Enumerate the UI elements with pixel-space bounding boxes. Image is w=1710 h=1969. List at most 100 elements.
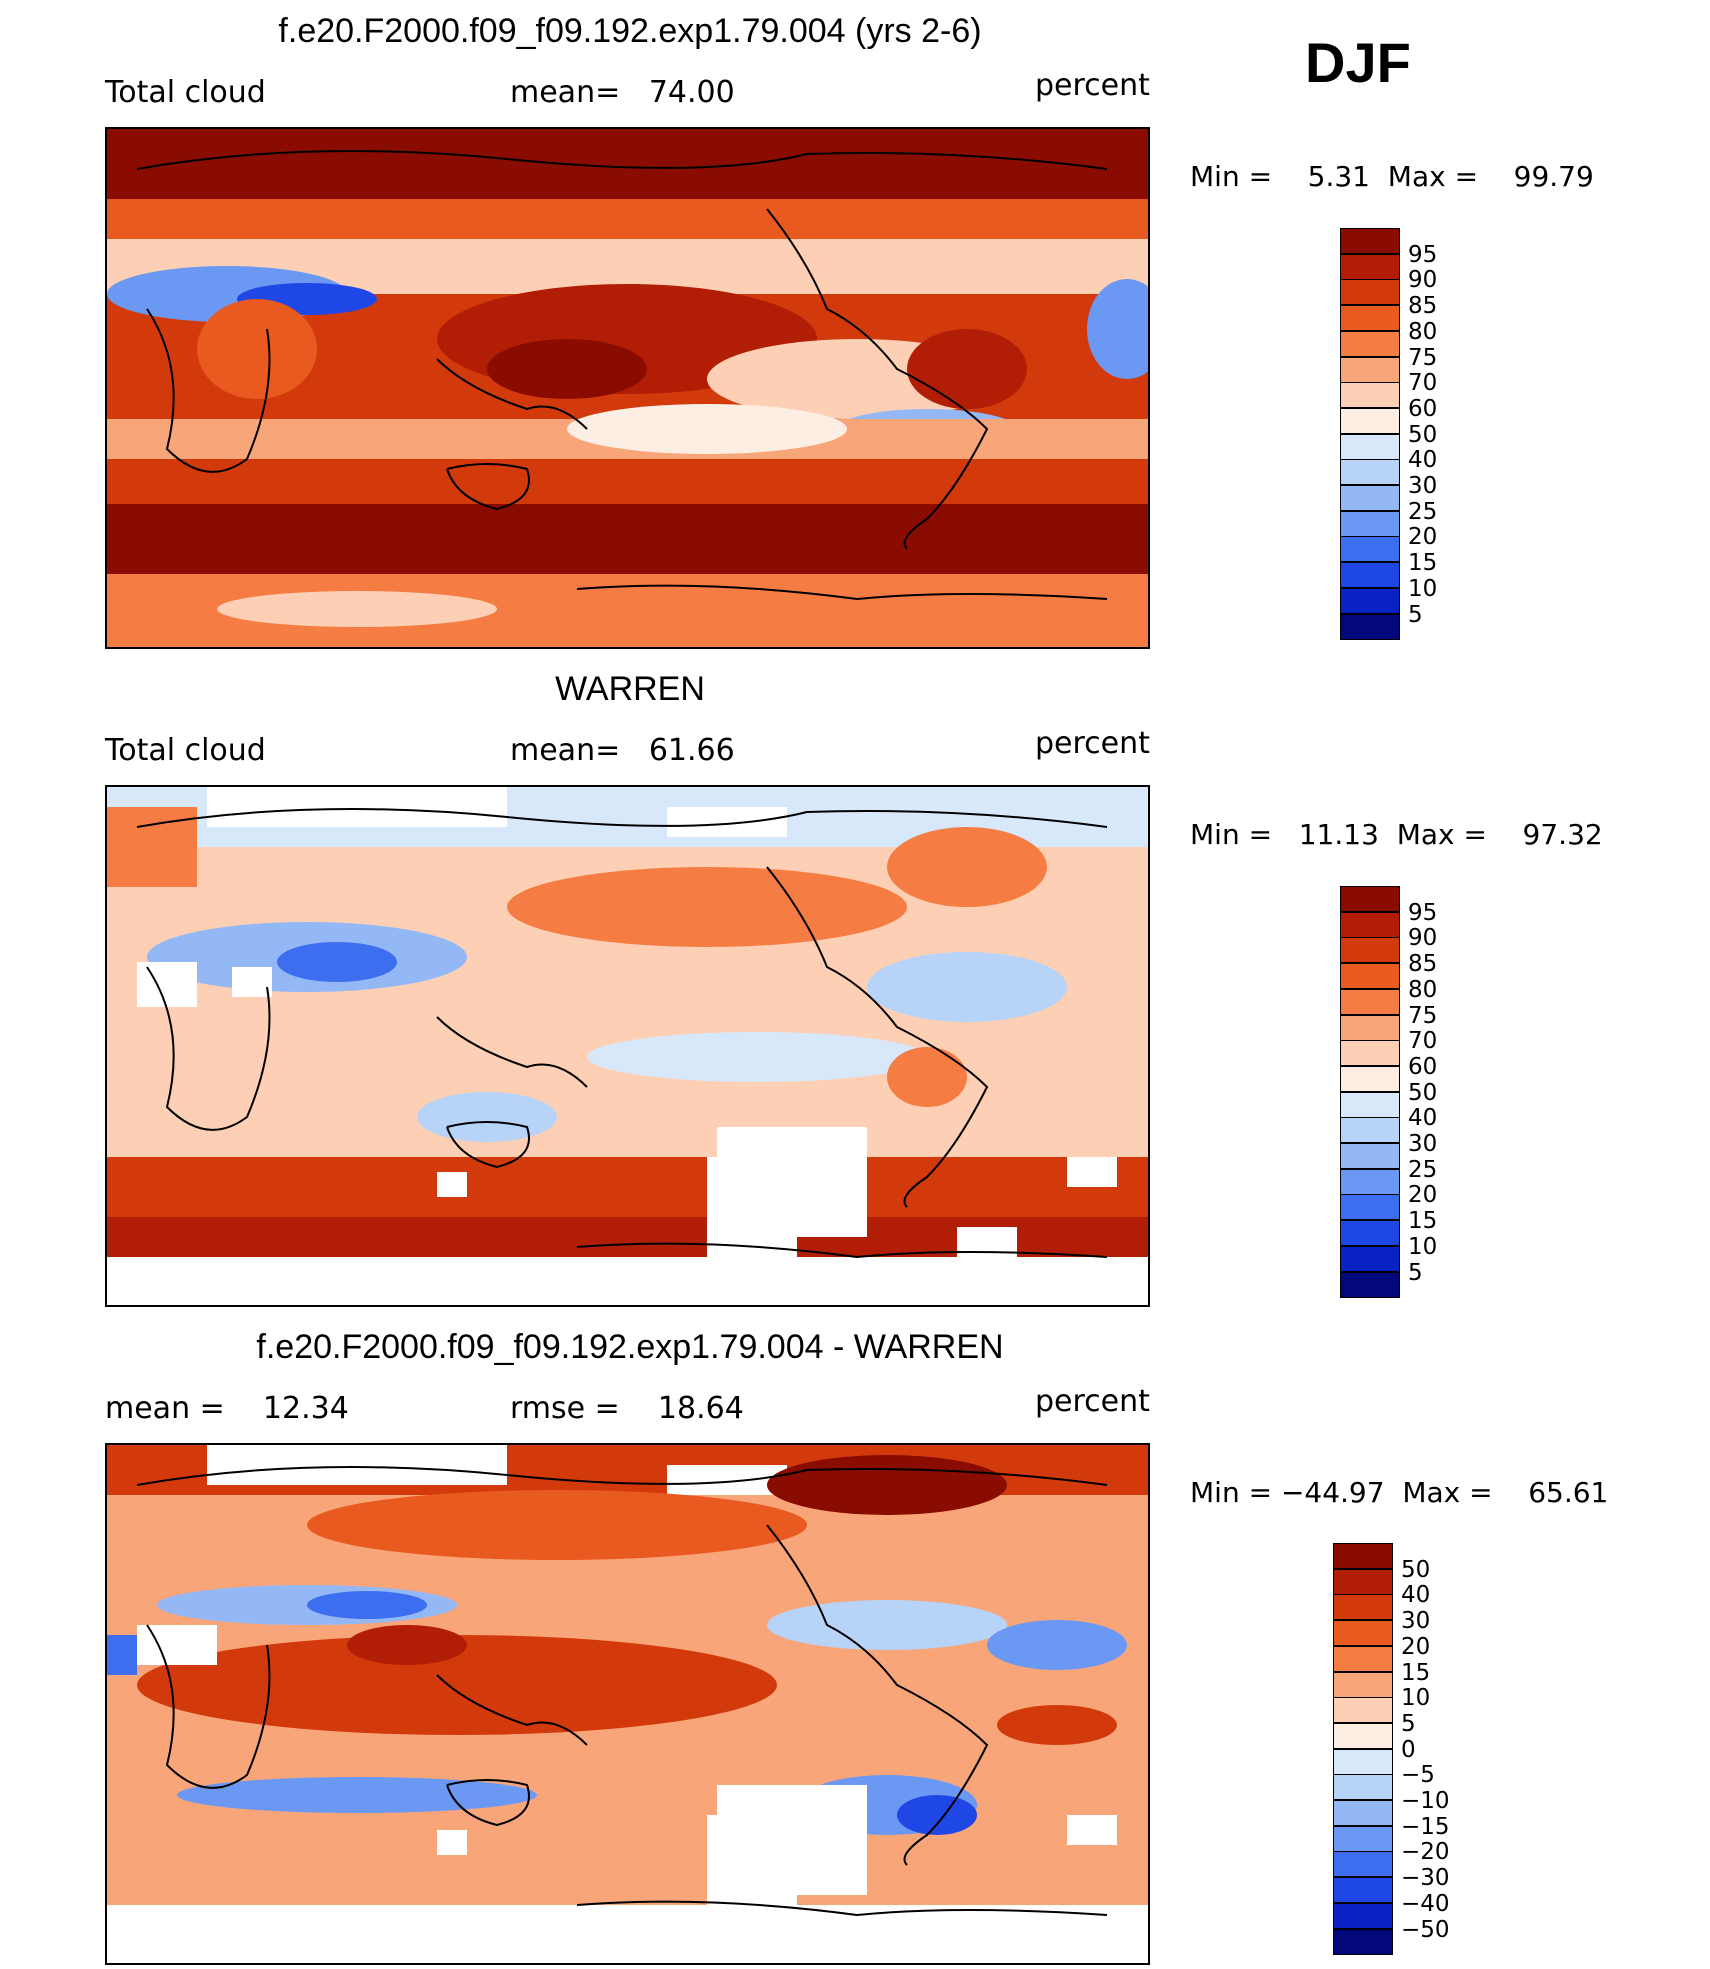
- colorbar-swatch: [1340, 459, 1400, 486]
- map-obs-field: [107, 787, 1148, 1305]
- colorbar-tick-label: −10: [1401, 1788, 1450, 1814]
- colorbar-tick-label: 20: [1408, 1182, 1438, 1209]
- colorbar-swatch: [1340, 228, 1400, 254]
- colorbar-swatch: [1340, 1220, 1400, 1247]
- panel-units-obs: percent: [1035, 726, 1150, 761]
- colorbar-swatch: [1340, 1091, 1400, 1118]
- colorbar-tick-label: 85: [1408, 293, 1438, 320]
- colorbar-tick-label: 50: [1408, 1079, 1438, 1106]
- colorbar-swatch: [1340, 937, 1400, 964]
- panel-minmax-model: Min = 5.31 Max = 99.79: [1190, 160, 1594, 193]
- colorbar-swatch: [1333, 1722, 1393, 1749]
- panel-minmax-obs: Min = 11.13 Max = 97.32: [1190, 818, 1603, 851]
- colorbar-swatch: [1340, 886, 1400, 912]
- colorbar-swatch: [1340, 613, 1400, 640]
- map-diff-field: [107, 1445, 1148, 1963]
- colorbar-swatch: [1333, 1774, 1393, 1801]
- colorbar-swatch: [1340, 562, 1400, 589]
- colorbar-swatch: [1333, 1543, 1393, 1569]
- panel-mean-label-diff: mean = 12.34: [105, 1391, 349, 1426]
- colorbar-tick-label: 5: [1408, 1259, 1423, 1286]
- colorbar-tick-label: 30: [1401, 1608, 1431, 1635]
- colorbar-swatch: [1340, 911, 1400, 938]
- panel-mean-label-obs: mean= 61.66: [510, 733, 735, 768]
- colorbar-tick-label: 95: [1408, 899, 1438, 926]
- colorbar-swatch: [1333, 1594, 1393, 1621]
- colorbar-swatch: [1333, 1825, 1393, 1852]
- panel-title-diff: f.e20.F2000.f09_f09.192.exp1.79.004 - WA…: [256, 1328, 1004, 1366]
- colorbar-tick-label: 40: [1401, 1582, 1431, 1609]
- colorbar-swatch: [1333, 1671, 1393, 1698]
- panel-minmax-diff: Min = −44.97 Max = 65.61: [1190, 1476, 1609, 1509]
- colorbar-tick-label: 10: [1401, 1685, 1431, 1712]
- colorbar-tick-label: 5: [1408, 601, 1423, 628]
- colorbar-tick-label: 40: [1408, 447, 1438, 474]
- colorbar-swatch: [1333, 1645, 1393, 1672]
- colorbar-tick-label: −20: [1401, 1839, 1450, 1866]
- colorbar-tick-label: 10: [1408, 1233, 1438, 1260]
- colorbar-swatch: [1340, 1168, 1400, 1195]
- colorbar-tick-label: −15: [1401, 1813, 1450, 1840]
- colorbar-swatch: [1340, 485, 1400, 511]
- colorbar-swatch: [1340, 587, 1400, 614]
- colorbar-tick-label: 30: [1408, 473, 1438, 499]
- colorbar-swatch: [1333, 1568, 1393, 1595]
- colorbar-tick-label: 80: [1408, 318, 1438, 345]
- colorbar-swatch: [1340, 407, 1400, 434]
- colorbar-swatch: [1333, 1851, 1393, 1878]
- colorbar-tick-label: 15: [1408, 550, 1438, 577]
- colorbar-tick-label: −50: [1401, 1916, 1450, 1943]
- colorbar-swatch: [1333, 1877, 1393, 1904]
- colorbar-tick-label: 15: [1408, 1208, 1438, 1235]
- panel-rmse-label-diff: rmse = 18.64: [510, 1391, 744, 1426]
- colorbar-swatch: [1340, 510, 1400, 537]
- colorbar-tick-label: 75: [1408, 1002, 1438, 1029]
- colorbar-tick-label: 50: [1401, 1556, 1431, 1583]
- map-obs: [105, 785, 1150, 1307]
- colorbar-swatch: [1333, 1748, 1393, 1775]
- colorbar-tick-label: 30: [1408, 1131, 1438, 1157]
- panel-title-model: f.e20.F2000.f09_f09.192.exp1.79.004 (yrs…: [278, 12, 982, 50]
- colorbar-swatch: [1333, 1620, 1393, 1647]
- season-label: DJF: [1305, 31, 1411, 94]
- colorbar-swatch: [1340, 1014, 1400, 1041]
- colorbar-swatch: [1340, 536, 1400, 563]
- panel-units-diff: percent: [1035, 1384, 1150, 1419]
- colorbar-tick-label: −5: [1401, 1762, 1435, 1789]
- colorbar-tick-label: 90: [1408, 267, 1438, 294]
- colorbar-tick-label: 60: [1408, 1053, 1438, 1080]
- colorbar-tick-label: 50: [1408, 421, 1438, 448]
- colorbar-swatch: [1340, 356, 1400, 383]
- colorbar-tick-label: 5: [1401, 1710, 1416, 1737]
- colorbar-tick-label: 0: [1401, 1736, 1416, 1763]
- colorbar-swatch: [1340, 253, 1400, 280]
- colorbar-swatch: [1333, 1902, 1393, 1929]
- colorbar-tick-label: −40: [1401, 1890, 1450, 1917]
- panel-mean-label-model: mean= 74.00: [510, 75, 735, 110]
- colorbar-tick-label: −30: [1401, 1865, 1450, 1892]
- map-model-field: [107, 129, 1148, 647]
- colorbar-tick-label: 85: [1408, 951, 1438, 978]
- colorbar-tick-label: 15: [1401, 1659, 1431, 1686]
- panel-units-model: percent: [1035, 68, 1150, 103]
- colorbar-tick-label: 25: [1408, 1156, 1438, 1183]
- colorbar-swatch: [1340, 1040, 1400, 1067]
- colorbar-swatch: [1340, 1271, 1400, 1298]
- colorbar-tick-label: 10: [1408, 575, 1438, 602]
- panel-title-obs: WARREN: [555, 670, 705, 708]
- colorbar-swatch: [1340, 988, 1400, 1015]
- colorbar-swatch: [1340, 433, 1400, 460]
- colorbar-swatch: [1333, 1928, 1393, 1955]
- colorbar-swatch: [1333, 1697, 1393, 1724]
- colorbar-tick-label: 80: [1408, 976, 1438, 1003]
- colorbar-swatch: [1333, 1800, 1393, 1826]
- colorbar-swatch: [1340, 1143, 1400, 1169]
- panel-left-label-model: Total cloud: [105, 75, 266, 110]
- colorbar-swatch: [1340, 1065, 1400, 1092]
- colorbar-tick-label: 20: [1408, 524, 1438, 551]
- colorbar-swatch: [1340, 382, 1400, 409]
- colorbar-swatch: [1340, 1117, 1400, 1144]
- colorbar-tick-label: 20: [1401, 1633, 1431, 1660]
- colorbar-swatch: [1340, 279, 1400, 306]
- map-model: [105, 127, 1150, 649]
